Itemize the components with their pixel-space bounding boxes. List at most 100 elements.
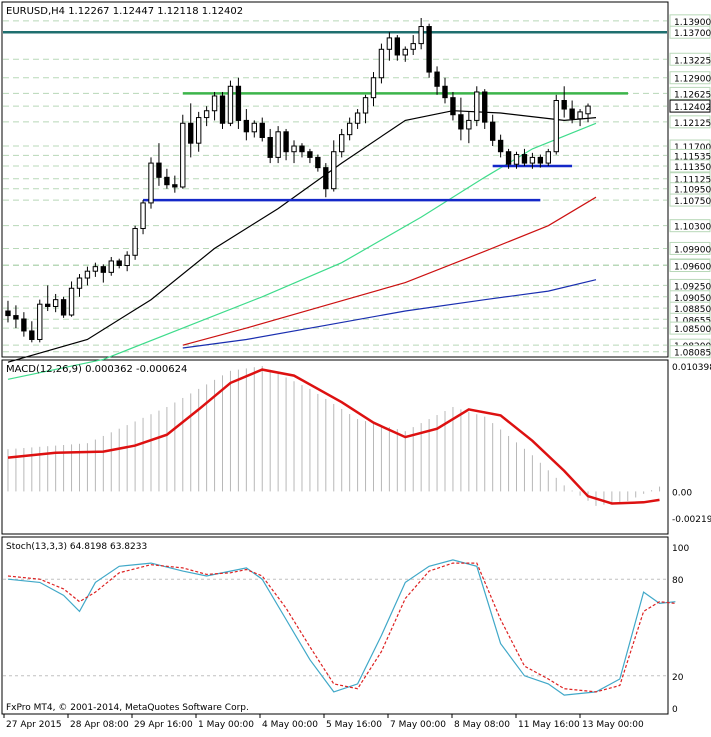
price-label-box: [669, 52, 711, 66]
candle-body: [5, 310, 11, 317]
candle-body: [346, 122, 353, 136]
price-label: 1.12625: [674, 90, 711, 100]
price-label: 1.08500: [674, 325, 711, 335]
candle-body: [203, 110, 210, 119]
candle-body: [60, 299, 67, 316]
moving-average-line: [182, 279, 597, 349]
candle-body: [561, 100, 567, 110]
candle-body: [52, 299, 59, 307]
candle-body: [124, 254, 130, 267]
time-label: 1 May 00:00: [198, 720, 254, 730]
price-label: 1.12900: [674, 75, 711, 85]
stoch-signal-line: [7, 562, 676, 693]
candle-body: [386, 37, 393, 50]
candle-body: [76, 277, 83, 289]
macd-header: MACD(12,26,9) 0.000362 -0.000624: [6, 364, 187, 375]
candle-body: [354, 112, 361, 124]
macd-axis-label: 0.00: [672, 488, 692, 498]
candle-body: [13, 315, 19, 320]
candle-body: [219, 95, 226, 124]
time-label: 8 May 08:00: [454, 720, 510, 730]
macd-axis-label: 0.010398: [672, 363, 711, 373]
time-label: 27 Apr 2015: [6, 720, 62, 730]
candle-body: [489, 121, 496, 141]
time-label: 28 Apr 08:00: [70, 720, 129, 730]
time-label: 7 May 00:00: [390, 720, 446, 730]
candle-body: [569, 108, 575, 120]
candle-body: [418, 26, 424, 45]
time-label: 4 May 00:00: [262, 720, 318, 730]
price-label: 1.10950: [674, 186, 711, 196]
candle-body: [521, 154, 528, 164]
price-label: 1.09250: [674, 282, 711, 292]
candle-body: [339, 134, 345, 153]
candle-body: [331, 151, 337, 190]
candle-body: [585, 105, 591, 115]
candles: [5, 18, 591, 343]
chart-header: EURUSD,H4 1.12267 1.12447 1.12118 1.1240…: [6, 6, 243, 17]
copyright-text: FxPro MT4, © 2001-2014, MetaQuotes Softw…: [6, 703, 249, 713]
price-label: 1.13900: [674, 18, 711, 28]
price-label: 1.11350: [674, 163, 711, 173]
main-panel-frame: [1, 1, 669, 358]
candle-body: [307, 151, 313, 158]
candle-body: [291, 145, 297, 153]
candle-body: [577, 111, 583, 120]
candle-body: [180, 122, 186, 188]
price-label: 1.09900: [674, 245, 711, 255]
candle-body: [172, 184, 178, 188]
price-label: 1.11535: [674, 152, 711, 162]
macd-indicator: 0.010398 0.00 -0.002199: [7, 363, 711, 525]
candle-body: [68, 287, 75, 316]
candle-body: [251, 122, 257, 133]
time-label: 13 May 00:00: [582, 720, 644, 730]
candle-body: [394, 37, 401, 56]
candle-body: [267, 136, 273, 158]
candle-body: [283, 131, 289, 153]
candle-body: [164, 176, 170, 186]
candle-body: [140, 202, 146, 230]
candle-body: [108, 260, 114, 273]
price-label-box: [669, 71, 711, 85]
candle-body: [243, 119, 250, 133]
price-label: 1.08085: [674, 349, 711, 359]
price-label: 1.09600: [674, 263, 711, 273]
price-label: 1.12402: [674, 103, 711, 113]
price-label: 1.11125: [674, 176, 711, 186]
stoch-axis-label: 0: [672, 705, 678, 715]
price-label-box: [669, 321, 711, 335]
candle-body: [299, 145, 305, 153]
candle-body: [410, 43, 416, 50]
candle-body: [156, 162, 162, 178]
candle-body: [29, 330, 35, 340]
stoch-axis-label: 100: [672, 544, 689, 554]
macd-signal-line: [7, 368, 660, 505]
price-label-box: [669, 241, 711, 255]
candle-body: [195, 117, 202, 144]
time-axis: 27 Apr 2015 28 Apr 08:00 29 Apr 16:00 1 May…: [3, 714, 644, 730]
candle-body: [474, 91, 480, 121]
macd-axis-label: -0.002199: [672, 515, 711, 525]
price-label-box: [669, 25, 711, 39]
candle-body: [370, 77, 377, 99]
moving-average-line: [182, 196, 597, 346]
candle-body: [21, 318, 27, 332]
price-label-box: [669, 219, 711, 233]
candle-body: [259, 122, 265, 138]
candle-body: [378, 48, 385, 79]
stoch-header: Stoch(13,3,3) 64.8198 63.8233: [6, 542, 147, 552]
stoch-main-line: [7, 559, 676, 696]
macd-panel-frame: [1, 359, 669, 535]
stoch-axis-label: 20: [672, 673, 684, 683]
price-label: 1.12125: [674, 119, 711, 129]
candle-body: [505, 151, 512, 165]
candle-body: [100, 266, 107, 273]
price-label: 1.10750: [674, 197, 711, 207]
candle-body: [497, 139, 504, 153]
stoch-axis-label: 80: [672, 576, 684, 586]
price-label: 1.11700: [674, 143, 711, 153]
candle-body: [132, 228, 138, 256]
